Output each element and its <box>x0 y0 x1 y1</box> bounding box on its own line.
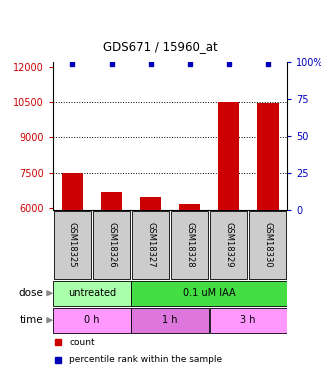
Bar <box>132 308 209 333</box>
Bar <box>210 308 287 333</box>
Bar <box>257 104 279 349</box>
Text: GSM18325: GSM18325 <box>68 222 77 268</box>
Text: 0.1 uM IAA: 0.1 uM IAA <box>183 288 236 298</box>
Bar <box>53 281 131 306</box>
Text: percentile rank within the sample: percentile rank within the sample <box>69 355 222 364</box>
Text: time: time <box>20 315 43 325</box>
Text: count: count <box>69 338 95 347</box>
Bar <box>101 192 122 349</box>
Text: 3 h: 3 h <box>240 315 256 325</box>
Text: 1 h: 1 h <box>162 315 178 325</box>
Bar <box>171 211 208 279</box>
Bar <box>210 211 247 279</box>
Text: dose: dose <box>19 288 43 298</box>
Bar <box>54 211 91 279</box>
Bar <box>93 211 130 279</box>
Bar <box>132 281 287 306</box>
Text: GSM18326: GSM18326 <box>107 222 116 268</box>
Bar <box>249 211 286 279</box>
Text: untreated: untreated <box>68 288 116 298</box>
Text: GDS671 / 15960_at: GDS671 / 15960_at <box>103 40 218 53</box>
Bar <box>140 198 161 349</box>
Bar <box>218 102 239 349</box>
Bar <box>179 204 200 349</box>
Text: GSM18328: GSM18328 <box>185 222 194 268</box>
Text: GSM18329: GSM18329 <box>224 222 233 268</box>
Bar <box>53 308 131 333</box>
Bar <box>62 173 83 349</box>
Text: GSM18330: GSM18330 <box>263 222 272 268</box>
Bar <box>132 211 169 279</box>
Text: 0 h: 0 h <box>84 315 100 325</box>
Text: GSM18327: GSM18327 <box>146 222 155 268</box>
